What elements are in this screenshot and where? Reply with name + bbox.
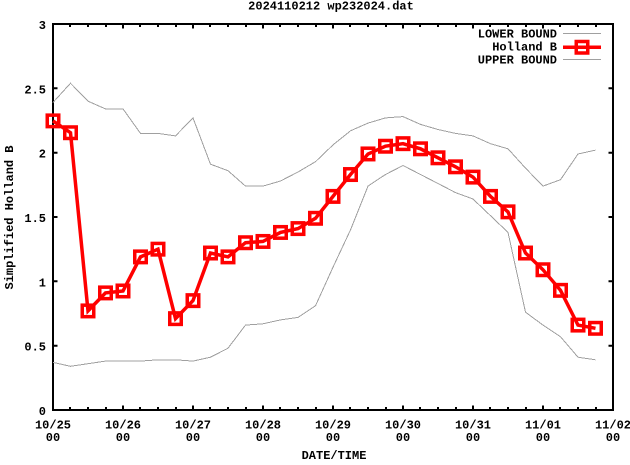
svg-text:3: 3 [39,19,46,33]
svg-text:00: 00 [606,431,620,445]
svg-text:11/02: 11/02 [595,418,630,432]
svg-text:00: 00 [536,431,550,445]
svg-text:2.5: 2.5 [24,83,46,97]
svg-text:10/30: 10/30 [385,418,421,432]
svg-text:10/25: 10/25 [35,418,71,432]
svg-text:10/29: 10/29 [315,418,351,432]
svg-text:Simplified Holland B: Simplified Holland B [3,145,17,289]
svg-text:2: 2 [39,148,46,162]
svg-text:10/28: 10/28 [245,418,281,432]
svg-text:00: 00 [46,431,60,445]
svg-text:0.5: 0.5 [24,341,46,355]
svg-text:DATE/TIME: DATE/TIME [302,449,367,460]
svg-text:10/31: 10/31 [455,418,491,432]
svg-text:2024110212 wp232024.dat: 2024110212 wp232024.dat [248,0,414,13]
svg-text:00: 00 [186,431,200,445]
svg-text:Holland B: Holland B [492,41,557,55]
svg-text:1.5: 1.5 [24,212,46,226]
svg-text:0: 0 [39,405,46,419]
svg-text:00: 00 [466,431,480,445]
svg-text:1: 1 [39,276,46,290]
svg-text:10/26: 10/26 [105,418,141,432]
svg-text:00: 00 [116,431,130,445]
svg-text:10/27: 10/27 [175,418,211,432]
svg-text:UPPER BOUND: UPPER BOUND [478,54,557,68]
svg-text:00: 00 [326,431,340,445]
svg-text:00: 00 [256,431,270,445]
svg-text:LOWER BOUND: LOWER BOUND [478,28,557,42]
svg-text:00: 00 [396,431,410,445]
svg-text:11/01: 11/01 [525,418,561,432]
